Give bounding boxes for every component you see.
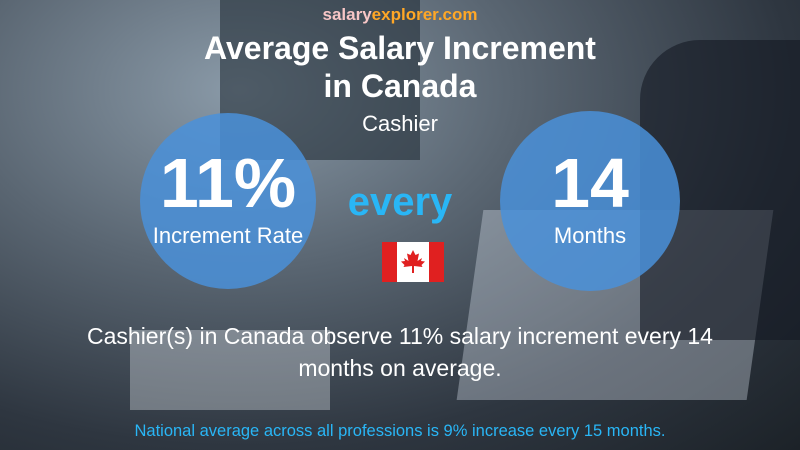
brand-part: explorer.com: [371, 5, 478, 24]
months-value: 14: [551, 144, 629, 222]
rate-circle: 11% Increment Rate: [140, 113, 316, 289]
description: Cashier(s) in Canada observe 11% salary …: [87, 323, 713, 349]
brand-part: salary: [322, 5, 372, 24]
title: in Canada: [323, 68, 477, 104]
subtitle: Cashier: [362, 111, 438, 136]
canada-flag: [382, 242, 444, 282]
connector: every: [347, 180, 453, 224]
description: months on average.: [298, 355, 502, 381]
rate-value: 11%: [159, 144, 297, 222]
months-circle: 14 Months: [500, 111, 680, 291]
brand: salaryexplorer.com: [0, 5, 800, 25]
months-label: Months: [553, 223, 627, 248]
footnote: National average across all professions …: [134, 422, 666, 440]
title: Average Salary Increment: [204, 30, 596, 66]
rate-label: Increment Rate: [152, 223, 304, 248]
background-paper: [130, 330, 330, 410]
